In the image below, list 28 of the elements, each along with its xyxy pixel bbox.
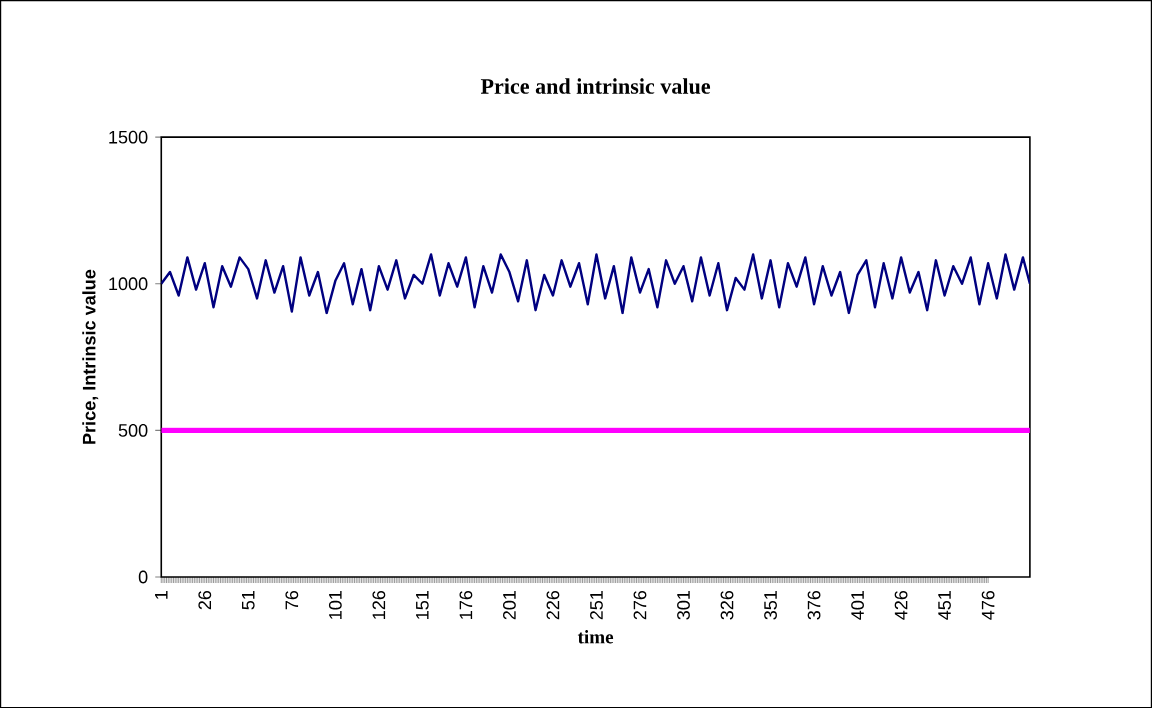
- x-tick-label: 476: [981, 590, 995, 620]
- x-tick-label: 276: [633, 590, 647, 620]
- x-tick-label: 326: [720, 590, 734, 620]
- x-tick-label: 101: [328, 590, 342, 619]
- x-tick-label: 451: [938, 590, 951, 620]
- x-tick-label: 351: [764, 590, 777, 620]
- x-tick-label: 376: [807, 590, 821, 620]
- x-tick-label: 251: [590, 590, 603, 620]
- y-tick-label: 500: [118, 423, 148, 437]
- y-tick-label: 1000: [109, 277, 148, 291]
- x-axis-title: time: [577, 629, 614, 644]
- x-tick-label: 76: [285, 590, 299, 610]
- y-tick-label: 0: [138, 570, 148, 584]
- x-tick-label: 151: [416, 590, 429, 619]
- x-tick-label: 201: [503, 590, 516, 620]
- x-tick-label: 51: [242, 590, 255, 610]
- x-tick-label: 226: [546, 590, 560, 620]
- x-tick-label: 301: [677, 590, 690, 620]
- x-tick-label: 126: [372, 590, 386, 619]
- y-axis-title: Price, Intrinsic value: [82, 269, 99, 444]
- x-tick-label: 26: [198, 590, 212, 610]
- x-tick-label: 426: [894, 590, 908, 620]
- x-tick-label: 1: [155, 590, 168, 599]
- chart-title: Price and intrinsic value: [480, 78, 711, 94]
- line-series: [161, 253, 1030, 315]
- x-tick-label: 176: [459, 590, 473, 619]
- x-tick-label: 401: [851, 590, 864, 620]
- y-tick-label: 1500: [109, 130, 148, 144]
